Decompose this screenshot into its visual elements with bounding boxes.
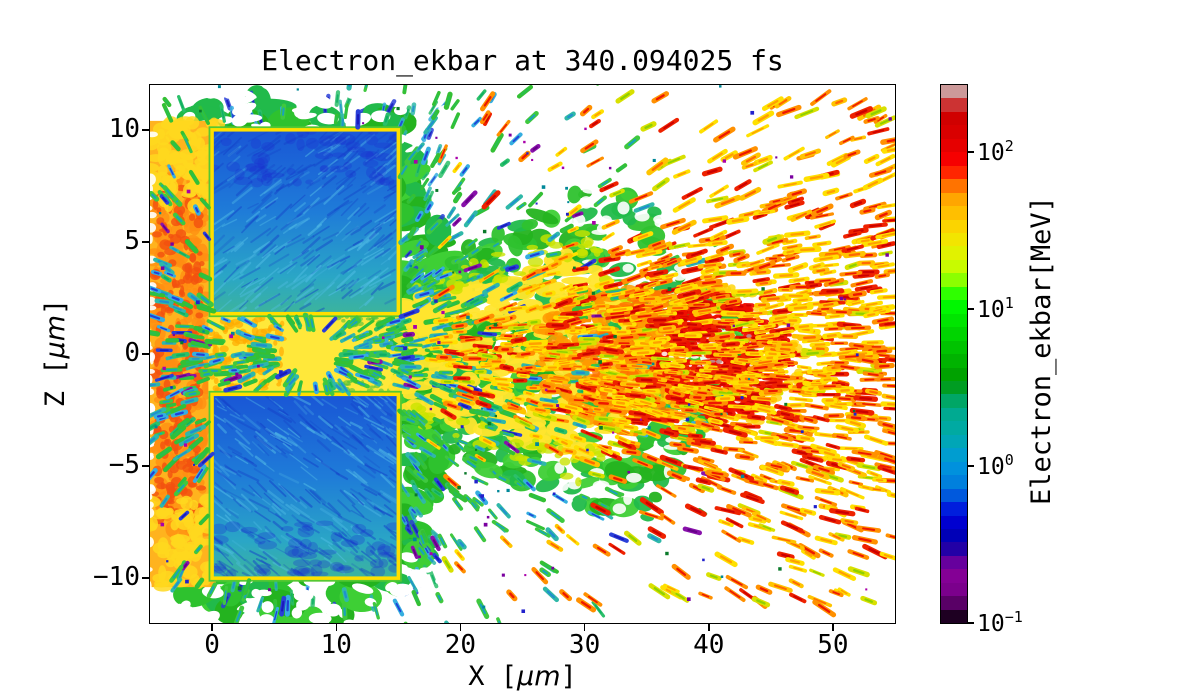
y-tick-mark (142, 577, 150, 579)
colorbar-segment (941, 300, 967, 314)
colorbar-segment (941, 555, 967, 570)
colorbar-segment (941, 502, 967, 516)
colorbar-segment (941, 98, 967, 112)
colorbar-segment (941, 259, 967, 274)
x-tick-mark (583, 623, 586, 631)
colorbar-segment (941, 219, 967, 233)
colorbar-segment (941, 421, 967, 435)
colorbar-segment (941, 475, 967, 489)
colorbar-segment (941, 367, 967, 381)
colorbar-segment (941, 327, 967, 341)
colorbar-segment (941, 582, 967, 597)
y-axis-label-mu: μm (40, 315, 71, 359)
colorbar-segment (941, 246, 967, 260)
colorbar-segment (941, 138, 967, 153)
x-tick-label: 30 (568, 630, 601, 660)
x-tick-label: 10 (320, 630, 352, 660)
x-tick-mark (335, 623, 338, 631)
x-tick-label: 40 (693, 630, 725, 660)
y-tick-label: 10 (108, 113, 140, 144)
x-tick-label: 50 (817, 630, 849, 660)
y-tick-mark (142, 353, 150, 355)
colorbar-segment (941, 394, 967, 408)
colorbar-segment (941, 232, 967, 247)
colorbar-segment (941, 192, 967, 207)
x-tick-label: 20 (444, 630, 477, 660)
y-tick-label: −10 (93, 561, 140, 592)
colorbar-tick-label: 102 (977, 137, 1014, 166)
colorbar-segment (941, 286, 967, 301)
colorbar-segment (941, 609, 967, 624)
colorbar-segment (941, 488, 967, 503)
colorbar-segment (941, 313, 967, 328)
colorbar-tick-label: 10−1 (977, 608, 1023, 637)
colorbar-segment (941, 340, 967, 355)
x-tick-mark (708, 623, 710, 631)
x-axis-label-pre: X [ (468, 661, 518, 692)
colorbar-segment (941, 85, 967, 99)
colorbar (940, 84, 968, 624)
x-tick-mark (211, 623, 213, 631)
colorbar-segment (941, 434, 967, 449)
colorbar-segment (941, 528, 967, 543)
y-tick-mark (142, 465, 150, 467)
colorbar-segment (941, 111, 967, 126)
colorbar-segment (941, 165, 967, 180)
colorbar-tick-mark (967, 622, 974, 624)
colorbar-segment (941, 596, 967, 610)
colorbar-segment (941, 515, 967, 529)
colorbar-segment (941, 354, 967, 368)
colorbar-segment (941, 179, 967, 193)
heatmap-plot-area (150, 85, 895, 623)
colorbar-segment (941, 448, 967, 462)
y-axis-label-pre: Z [ (40, 358, 71, 408)
x-tick-label: 0 (204, 630, 220, 660)
colorbar-tick-label: 100 (977, 451, 1014, 480)
colorbar-segment (941, 125, 967, 139)
colorbar-tick-mark (967, 465, 974, 467)
x-axis-label: X [μm] (150, 661, 895, 692)
colorbar-segment (941, 206, 967, 220)
colorbar-segment (941, 542, 967, 556)
x-axis-label-mu: μm (517, 661, 561, 692)
y-tick-label: 0 (124, 337, 140, 368)
y-axis-label-post: ] (40, 298, 71, 315)
colorbar-tick-mark (967, 308, 974, 310)
colorbar-tick-mark (967, 151, 974, 153)
y-tick-label: −5 (108, 449, 140, 480)
colorbar-tick-label: 101 (977, 294, 1014, 323)
x-axis-label-post: ] (560, 661, 577, 692)
y-tick-mark (142, 129, 150, 131)
y-axis-label: Z [μm] (40, 253, 71, 453)
x-tick-mark (459, 623, 462, 631)
y-tick-mark (142, 241, 150, 243)
colorbar-segment (941, 380, 967, 395)
colorbar-segment (941, 569, 967, 583)
x-tick-mark (832, 623, 834, 631)
plot-title: Electron_ekbar at 340.094025 fs (261, 44, 784, 77)
colorbar-segment (941, 152, 967, 166)
colorbar-segment (941, 461, 967, 476)
y-tick-label: 5 (124, 225, 140, 256)
colorbar-segment (941, 273, 967, 287)
colorbar-segment (941, 407, 967, 422)
colorbar-label: Electron_ekbar[MeV] (1026, 196, 1057, 505)
